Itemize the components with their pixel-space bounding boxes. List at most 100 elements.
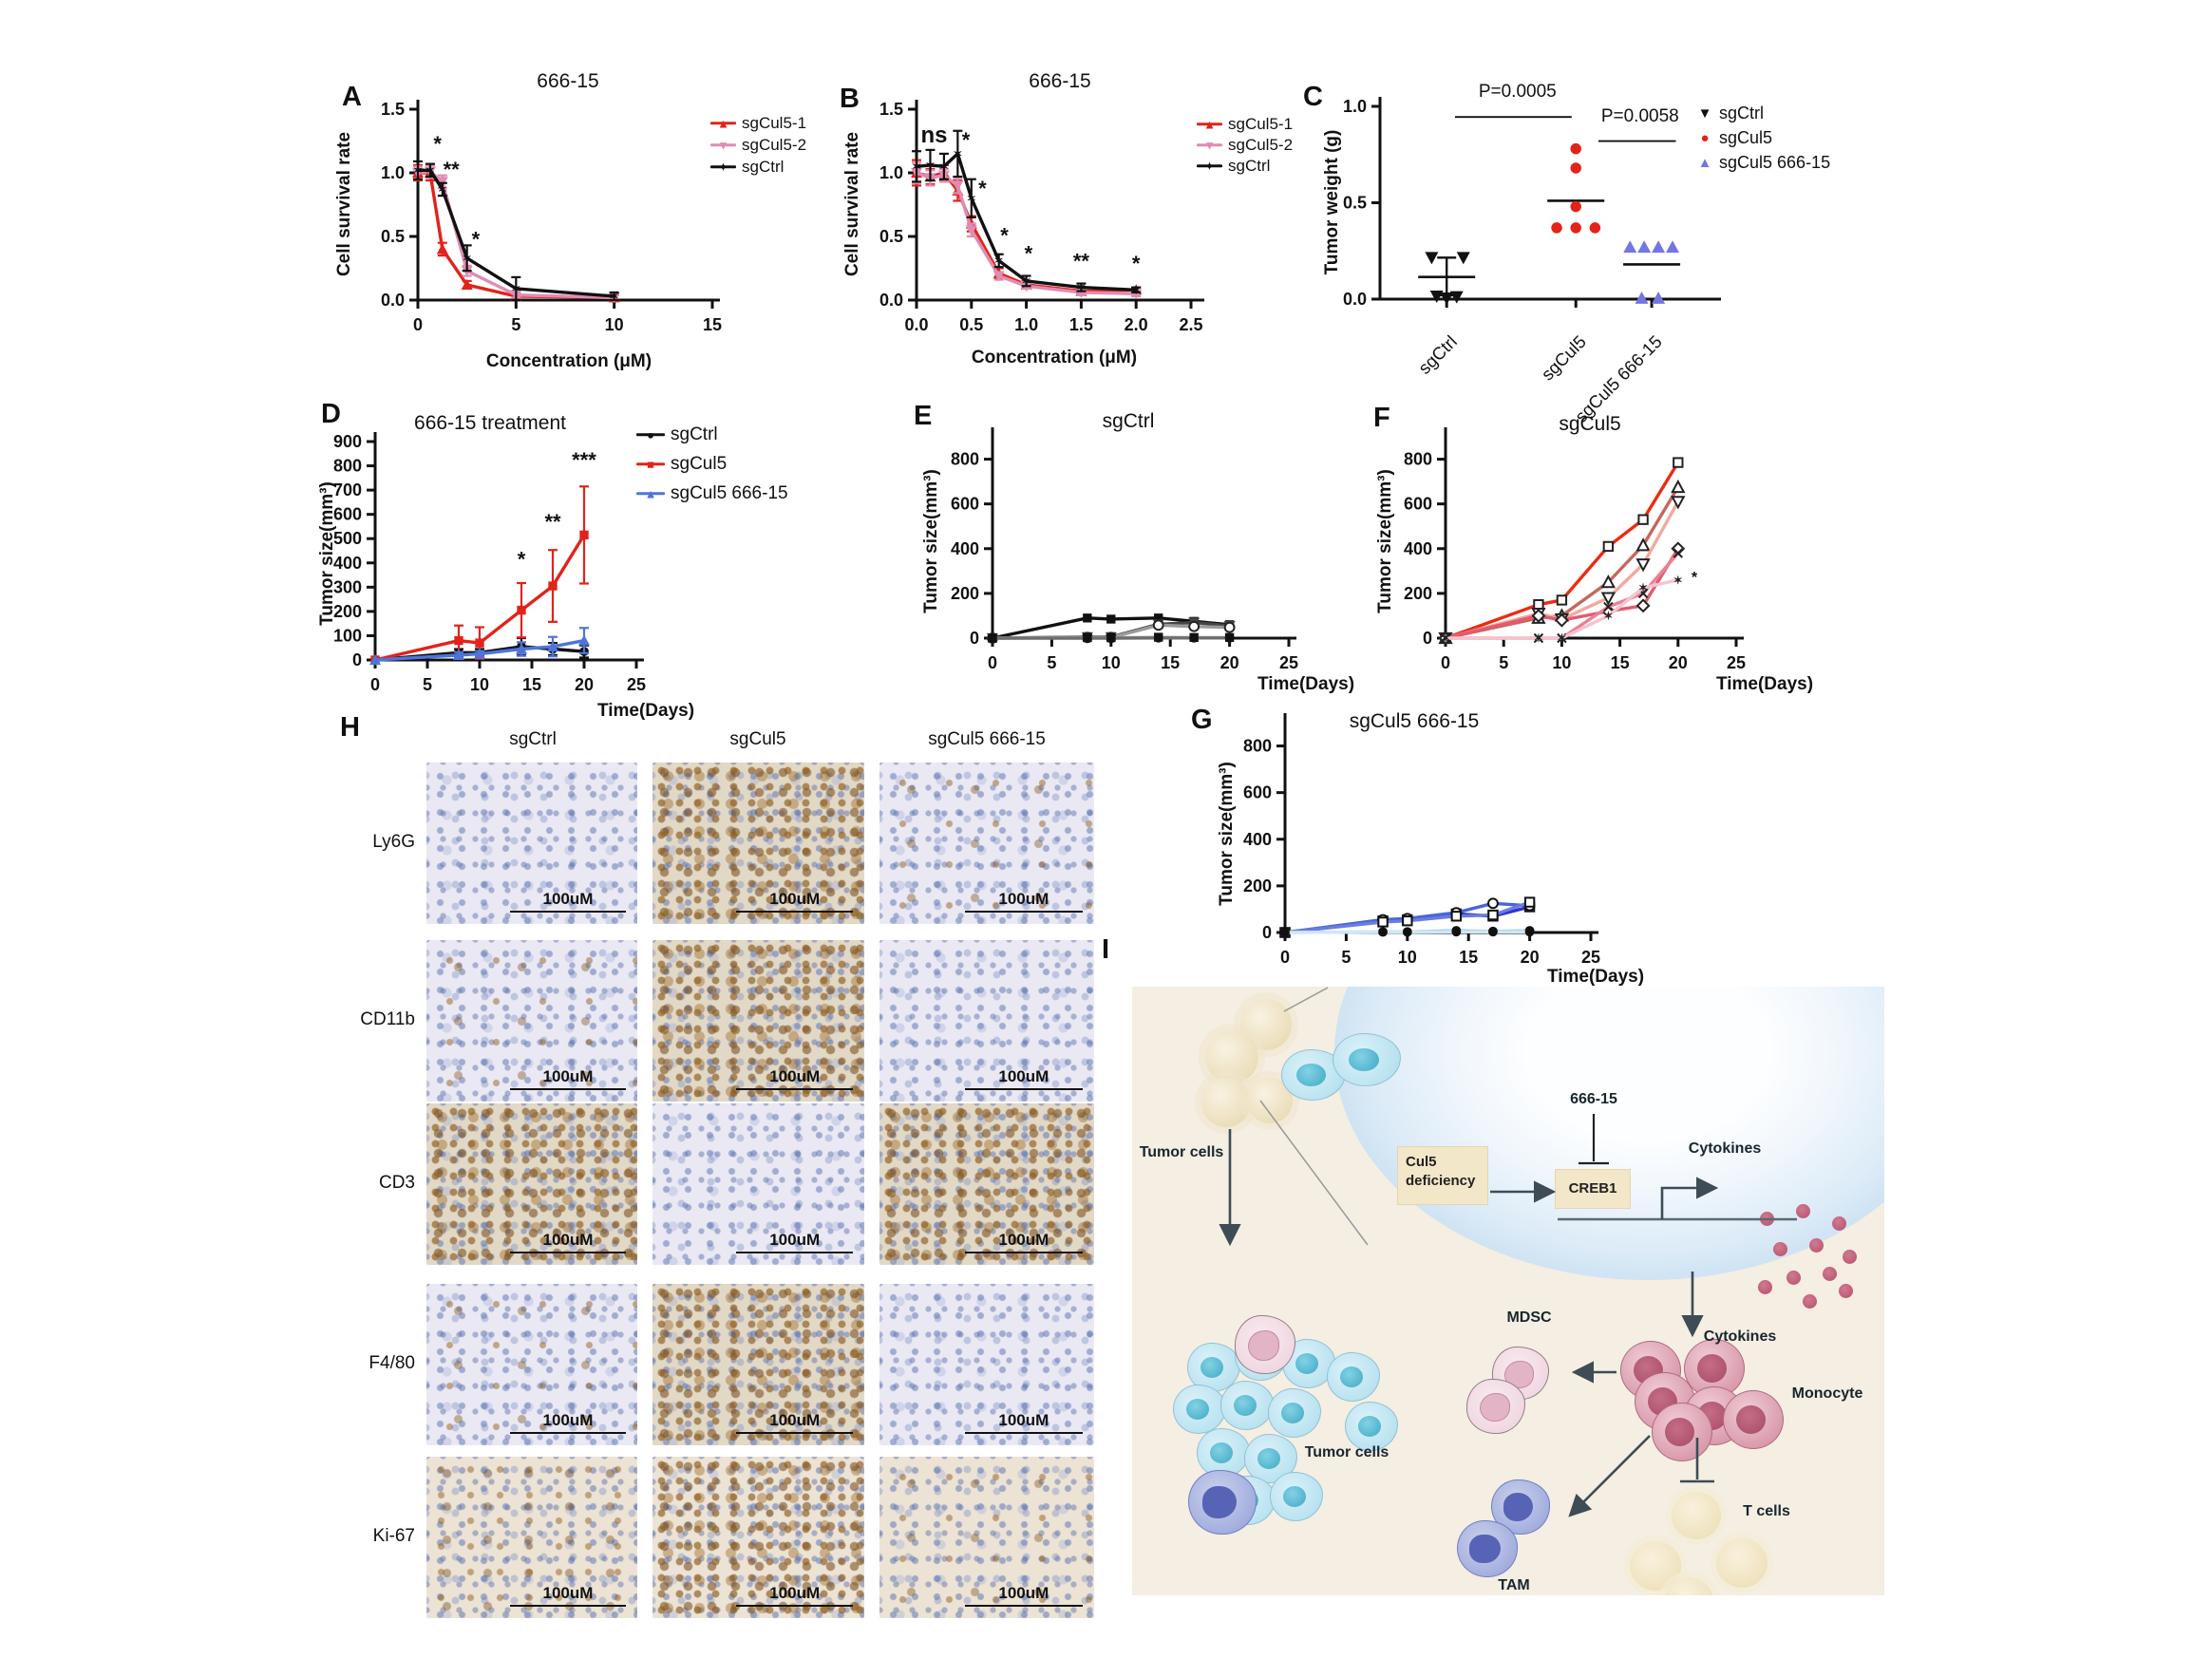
scale-bar-line [509,1431,626,1434]
scale-bar: 100uM [509,1411,626,1434]
legend-item-label: sgCul5-1 [1228,115,1294,133]
scale-bar: 100uM [509,1584,626,1607]
ihc-image-Ki-67-sgCtrl: 100uM [426,1457,637,1618]
y-tick-label: 200 [333,602,362,621]
scale-bar-line [736,910,853,913]
scale-bar-line [509,910,626,913]
scale-bar-label: 100uM [998,1066,1049,1085]
category-label: sgCul5 [1537,331,1590,385]
monocyte-cell [1723,1390,1784,1449]
cul5-deficiency-box: Cul5 deficiency [1397,1146,1488,1205]
legend-marker-icon: ✦ [710,160,736,175]
tam-cell-nucleus [1469,1534,1501,1564]
tumor-cell-mass-nucleus [1257,1448,1280,1469]
scale-bar-label: 100uM [998,889,1049,908]
x-tick-label: 10 [1552,653,1571,672]
cytokine-dot [1786,1270,1801,1285]
legend-item-label: sgCul5 [671,453,728,474]
y-tick-label: 900 [333,432,362,451]
x-tick-label: 5 [1341,948,1351,967]
series-mouse3 [1284,900,1531,934]
chart-line [1673,548,1684,558]
chart-line [1533,632,1544,644]
legend-marker-icon: ■ [636,457,665,472]
ihc-image-CD3-sgCtrl: 100uM [426,1103,637,1265]
chart-line [1637,588,1649,599]
tam-label: TAM [1498,1577,1530,1593]
x-tick-label: 0.5 [959,315,983,334]
x-tick-label: 15 [1611,653,1630,672]
series-sgCtrl [916,152,1137,292]
x-tick-label: 25 [1727,653,1746,672]
legend-item-label: sgCul5 666-15 [1719,152,1831,172]
series-mouse3 [992,623,1230,640]
x-tick-label: 0.0 [904,315,928,334]
monocyte-cell [1652,1403,1712,1461]
y-tick-label: 400 [1243,830,1272,849]
scale-bar-line [964,1087,1083,1090]
tumor-cell-mass [1220,1381,1274,1430]
significance-mark: * [978,177,987,200]
legend-panel-a: ▲ sgCul5-1 ▼ sgCul5-2 ✦ sgCtrl [710,112,806,178]
x-axis-label: Concentration (μM) [486,351,652,371]
y-tick-label: 1.0 [381,163,405,182]
chart-line [1440,632,1451,644]
y-tick-label: 400 [333,554,362,573]
legend-panel-d: ● sgCtrl ■ sgCul5 ▲ sgCul5 666-15 [636,420,788,508]
y-axis-label: Tumor size(mm³) [317,481,337,626]
monocyte-cell-nucleus [1697,1354,1728,1383]
y-tick-label: 0.5 [1343,194,1367,213]
ihc-image-Ly6G-sgCul5 666-15: 100uM [879,763,1094,924]
tumor-cell-beige [1205,1030,1258,1083]
scale-bar-line [736,1604,853,1607]
significance-mark: *** [572,448,596,472]
scale-bar: 100uM [509,889,626,913]
y-tick-label: 0.5 [879,227,903,246]
tumor-cell-blue [1333,1033,1401,1086]
scale-bar-line [964,1251,1083,1253]
series-mouse1 [1284,905,1531,934]
series-sgCul5-2 [916,171,1137,295]
y-tick-label: 800 [1404,450,1432,469]
scale-bar-label: 100uM [998,1230,1049,1249]
monocyte-cell-nucleus [1736,1405,1767,1434]
series-mouse1 [992,616,1230,640]
t-cell [1672,1492,1721,1539]
tumor-cell-mass [1345,1402,1398,1451]
panel-label-g: G [1191,705,1213,735]
chart-title: sgCul5 666-15 [1350,710,1480,732]
scale-bar-line [736,1251,853,1253]
marker-star: ✶ [939,160,949,173]
series-mouse2 [1445,486,1680,640]
significance-mark: ns [920,122,947,148]
series-mouse1 [1445,462,1680,640]
y-tick-label: 400 [1404,539,1432,558]
legend-item-label: sgCul5 666-15 [671,482,788,503]
significance-mark: * [1000,224,1009,248]
chart-title: 666-15 [1029,70,1090,92]
tumor-cell-mass [1197,1428,1250,1478]
y-tick-label: 0.0 [1343,290,1367,309]
series-sgCtrl [374,645,585,662]
legend-item: ▲ sgCul5 666-15 [1694,150,1831,175]
legend-item: ▲ sgCul5 666-15 [636,479,788,508]
tumor-cell-mass-nucleus [1200,1357,1223,1378]
ihc-image-CD3-sgCul5 666-15: 100uM [879,1103,1094,1265]
chart-line [1440,632,1451,644]
x-tick-label: 20 [575,675,594,694]
tumor-cell-mass-nucleus [1233,1395,1257,1416]
legend-marker-icon: ▲ [1697,154,1712,171]
tumor-cell-mass-nucleus [1280,1403,1304,1423]
legend-item-label: sgCul5-1 [742,113,807,132]
marker-star: ✶ [1557,631,1566,645]
y-tick-label: 0.5 [381,227,405,246]
marker-star: ✶ [1441,631,1450,645]
panel-label-f: F [1373,403,1390,433]
scale-bar-label: 100uM [542,889,594,908]
mdsc-label: MDSC [1506,1309,1552,1326]
legend-item-label: sgCtrl [671,424,718,444]
y-axis-label: Cell survival rate [842,132,862,276]
scale-bar-label: 100uM [542,1066,594,1085]
category-label: sgCtrl [1414,331,1461,378]
legend-item-label: sgCtrl [742,157,785,176]
